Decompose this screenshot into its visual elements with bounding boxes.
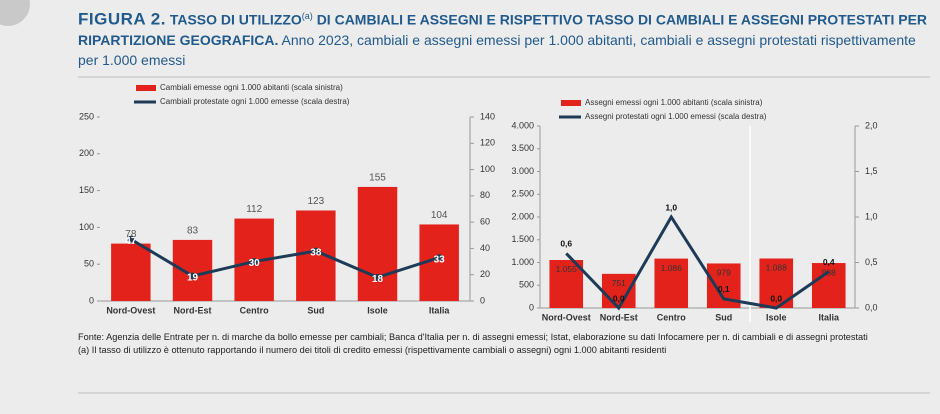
value-label: 0,1 [718,284,730,294]
value-label: 751 [612,278,626,288]
bar [172,239,213,301]
y-tick-label: 100 [79,222,94,232]
bar [811,263,846,308]
y-tick-label: 0 [529,302,534,312]
value-label: 33 [434,254,446,265]
y2-tick-label: 100 [480,164,495,174]
note: (a) Il tasso di utilizzo è ottenuto rapp… [78,345,667,355]
value-label: 112 [246,204,262,215]
value-label: 18 [372,274,384,285]
x-tick-label: Isole [766,312,787,322]
notes: Fonte: Agenzia delle Entrate per n. di m… [78,331,868,357]
x-tick-label: Centro [240,305,270,315]
x-tick-label: Isole [367,305,388,315]
y2-tick-label: 20 [480,269,490,279]
y2-tick-label: 0,5 [865,257,878,267]
value-label: 19 [187,273,199,284]
bar [111,243,151,301]
y2-tick-label: 40 [480,243,490,253]
value-label: 155 [369,173,386,184]
legend-label: Cambiali protestate ogni 1.000 emesse (s… [160,97,350,106]
y-tick-label: 50 [84,259,94,269]
value-label: 83 [187,226,199,237]
point [312,247,320,255]
point [435,254,443,262]
corner-decoration [0,0,30,26]
value-label: 1.086 [661,263,683,273]
line [130,237,440,279]
line [565,214,830,311]
y-tick-label: 3.500 [511,143,534,153]
x-tick-label: Nord-Ovest [542,312,591,322]
header: FIGURA 2. TASSO DI UTILIZZO(a) DI CAMBIA… [78,6,928,70]
x-tick-label: Italia [429,305,451,315]
y-tick-label: 1.000 [511,257,534,267]
y2-tick-label: 140 [480,111,495,121]
value-label: 78 [125,229,137,240]
y2-tick-label: 1,5 [865,166,878,176]
legend-label: Assegni protestati ogni 1.000 emessi (sc… [585,112,767,121]
value-label: 1,0 [665,202,677,212]
value-label: 0,4 [823,257,835,267]
value-label: 1.055 [556,264,578,274]
note: Fonte: Agenzia delle Entrate per n. di m… [78,332,868,342]
y2-tick-label: 0 [480,295,485,305]
legend-label: Assegni emessi ogni 1.000 abitanti (scal… [585,98,763,107]
y-tick-label: 1.500 [511,234,534,244]
value-label: 0,0 [770,293,782,303]
point [250,258,258,266]
y-tick-label: 2.000 [511,211,534,221]
x-tick-label: Italia [818,312,840,322]
bar [357,186,398,301]
value-label: 47 [125,236,137,247]
point [374,273,381,281]
figure-title-rest: DI CAMBIALI E ASSEGNI E RISPETTIVO TASSO… [78,11,928,48]
y-tick-label: 0 [89,295,94,305]
y2-tick-label: 80 [480,190,490,200]
x-tick-label: Nord-Ovest [106,305,155,315]
x-tick-label: Centro [657,312,687,322]
y-tick-label: 4.000 [511,120,534,130]
value-label: 123 [307,196,324,207]
point [127,235,135,243]
value-label: 0,6 [560,239,572,249]
y2-tick-label: 2,0 [865,120,878,130]
y-tick-label: 250 [79,111,94,121]
x-tick-label: Nord-Est [600,312,638,322]
legend-swatch [561,100,581,106]
y-tick-label: 3.000 [511,166,534,176]
x-tick-label: Sud [715,312,732,322]
y-tick-label: 2.500 [511,189,534,199]
bar [549,259,584,308]
value-label: 0,0 [613,293,625,303]
value-label: 30 [249,258,261,269]
title-note: (a) [301,11,313,21]
figure-title: TASSO DI UTILIZZO [169,11,302,28]
bar [654,258,689,308]
value-label: 104 [431,210,448,221]
legend-swatch [136,85,156,91]
subtitle: Anno 2023, cambiali e assegni emessi per… [78,31,916,68]
legend-label: Cambiali emesse ogni 1.000 abitanti (sca… [160,83,343,92]
y-tick-label: 150 [79,185,94,195]
value-label: 979 [717,268,731,278]
value-label: 38 [310,248,322,259]
point [189,272,196,280]
y-tick-label: 500 [519,280,534,290]
y2-tick-label: 0,0 [865,302,878,312]
y2-tick-label: 60 [480,217,490,227]
x-tick-label: Sud [307,305,324,315]
y2-tick-label: 1,0 [865,211,878,221]
value-label: 1.088 [766,263,788,273]
y2-tick-label: 120 [480,138,495,148]
y-tick-label: 200 [79,148,94,158]
figure-label: FIGURA 2. [78,9,166,29]
x-tick-label: Nord-Est [174,305,212,315]
